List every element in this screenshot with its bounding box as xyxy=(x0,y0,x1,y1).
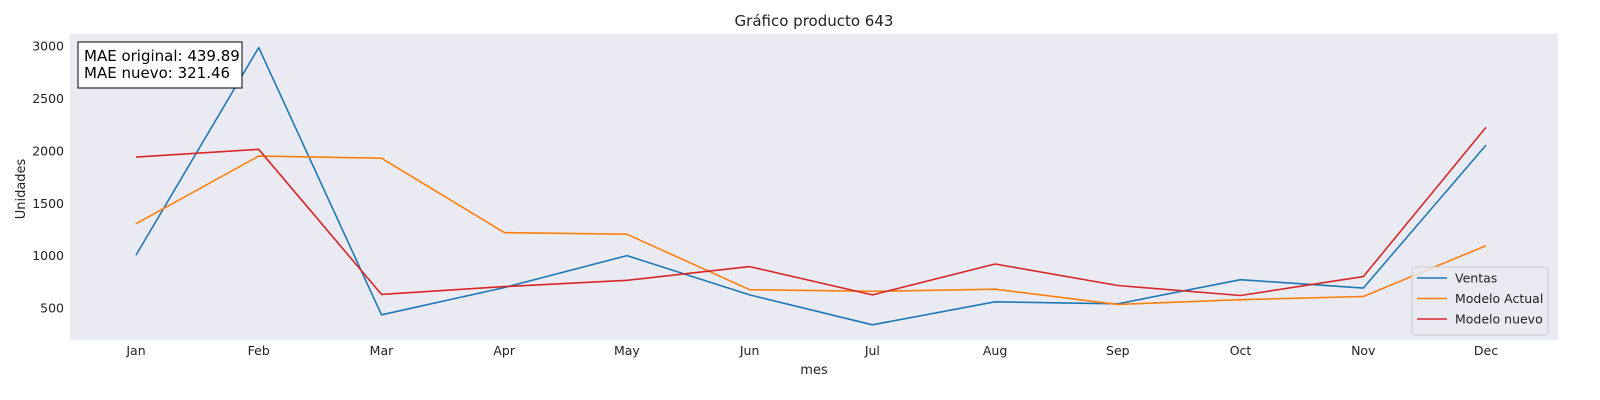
series-line-modelo-actual xyxy=(135,155,1487,306)
y-tick-label: 3000 xyxy=(32,39,64,54)
x-axis-label: mes xyxy=(800,363,828,378)
x-tick-label: Dec xyxy=(1474,343,1498,358)
series-lines xyxy=(135,46,1487,326)
legend-frame xyxy=(1411,266,1549,336)
x-tick-label: Sep xyxy=(1106,343,1130,358)
legend-label-modelo-actual: Modelo Actual xyxy=(1455,291,1543,306)
plot-area xyxy=(70,34,1558,340)
y-axis-ticks: 500 1000 1500 2000 2500 3000 xyxy=(32,39,64,316)
mae-nuevo-text: MAE nuevo: 321.46 xyxy=(84,64,230,82)
x-tick-label: Aug xyxy=(983,343,1007,358)
y-tick-label: 500 xyxy=(40,301,64,316)
x-axis-ticks: Jan Feb Mar Apr May Jun Jul Aug Sep Oct Nov Dec xyxy=(125,343,1498,358)
legend-label-ventas: Ventas xyxy=(1455,271,1497,286)
mae-annotation: MAE original: 439.89 MAE nuevo: 321.46 xyxy=(77,41,243,89)
x-tick-label: Jul xyxy=(864,343,880,358)
x-tick-label: Nov xyxy=(1351,343,1376,358)
y-axis-label: Unidades xyxy=(14,158,29,219)
y-tick-label: 1000 xyxy=(32,248,64,263)
series-line-modelo-nuevo xyxy=(135,126,1487,297)
y-tick-label: 1500 xyxy=(32,196,64,211)
y-tick-label: 2500 xyxy=(32,91,64,106)
x-tick-label: Mar xyxy=(370,343,394,358)
legend: Ventas Modelo Actual Modelo nuevo xyxy=(1411,266,1549,336)
x-tick-label: Oct xyxy=(1230,343,1252,358)
mae-annotation-frame xyxy=(77,41,243,89)
x-tick-label: Jun xyxy=(739,343,760,358)
y-tick-label: 2000 xyxy=(32,143,64,158)
chart-title: Gráfico producto 643 xyxy=(735,12,894,30)
mae-original-text: MAE original: 439.89 xyxy=(84,47,240,65)
x-tick-label: Feb xyxy=(248,343,270,358)
x-tick-label: May xyxy=(614,343,640,358)
x-tick-label: Apr xyxy=(493,343,515,358)
legend-label-modelo-nuevo: Modelo nuevo xyxy=(1455,312,1543,327)
x-tick-label: Jan xyxy=(125,343,145,358)
